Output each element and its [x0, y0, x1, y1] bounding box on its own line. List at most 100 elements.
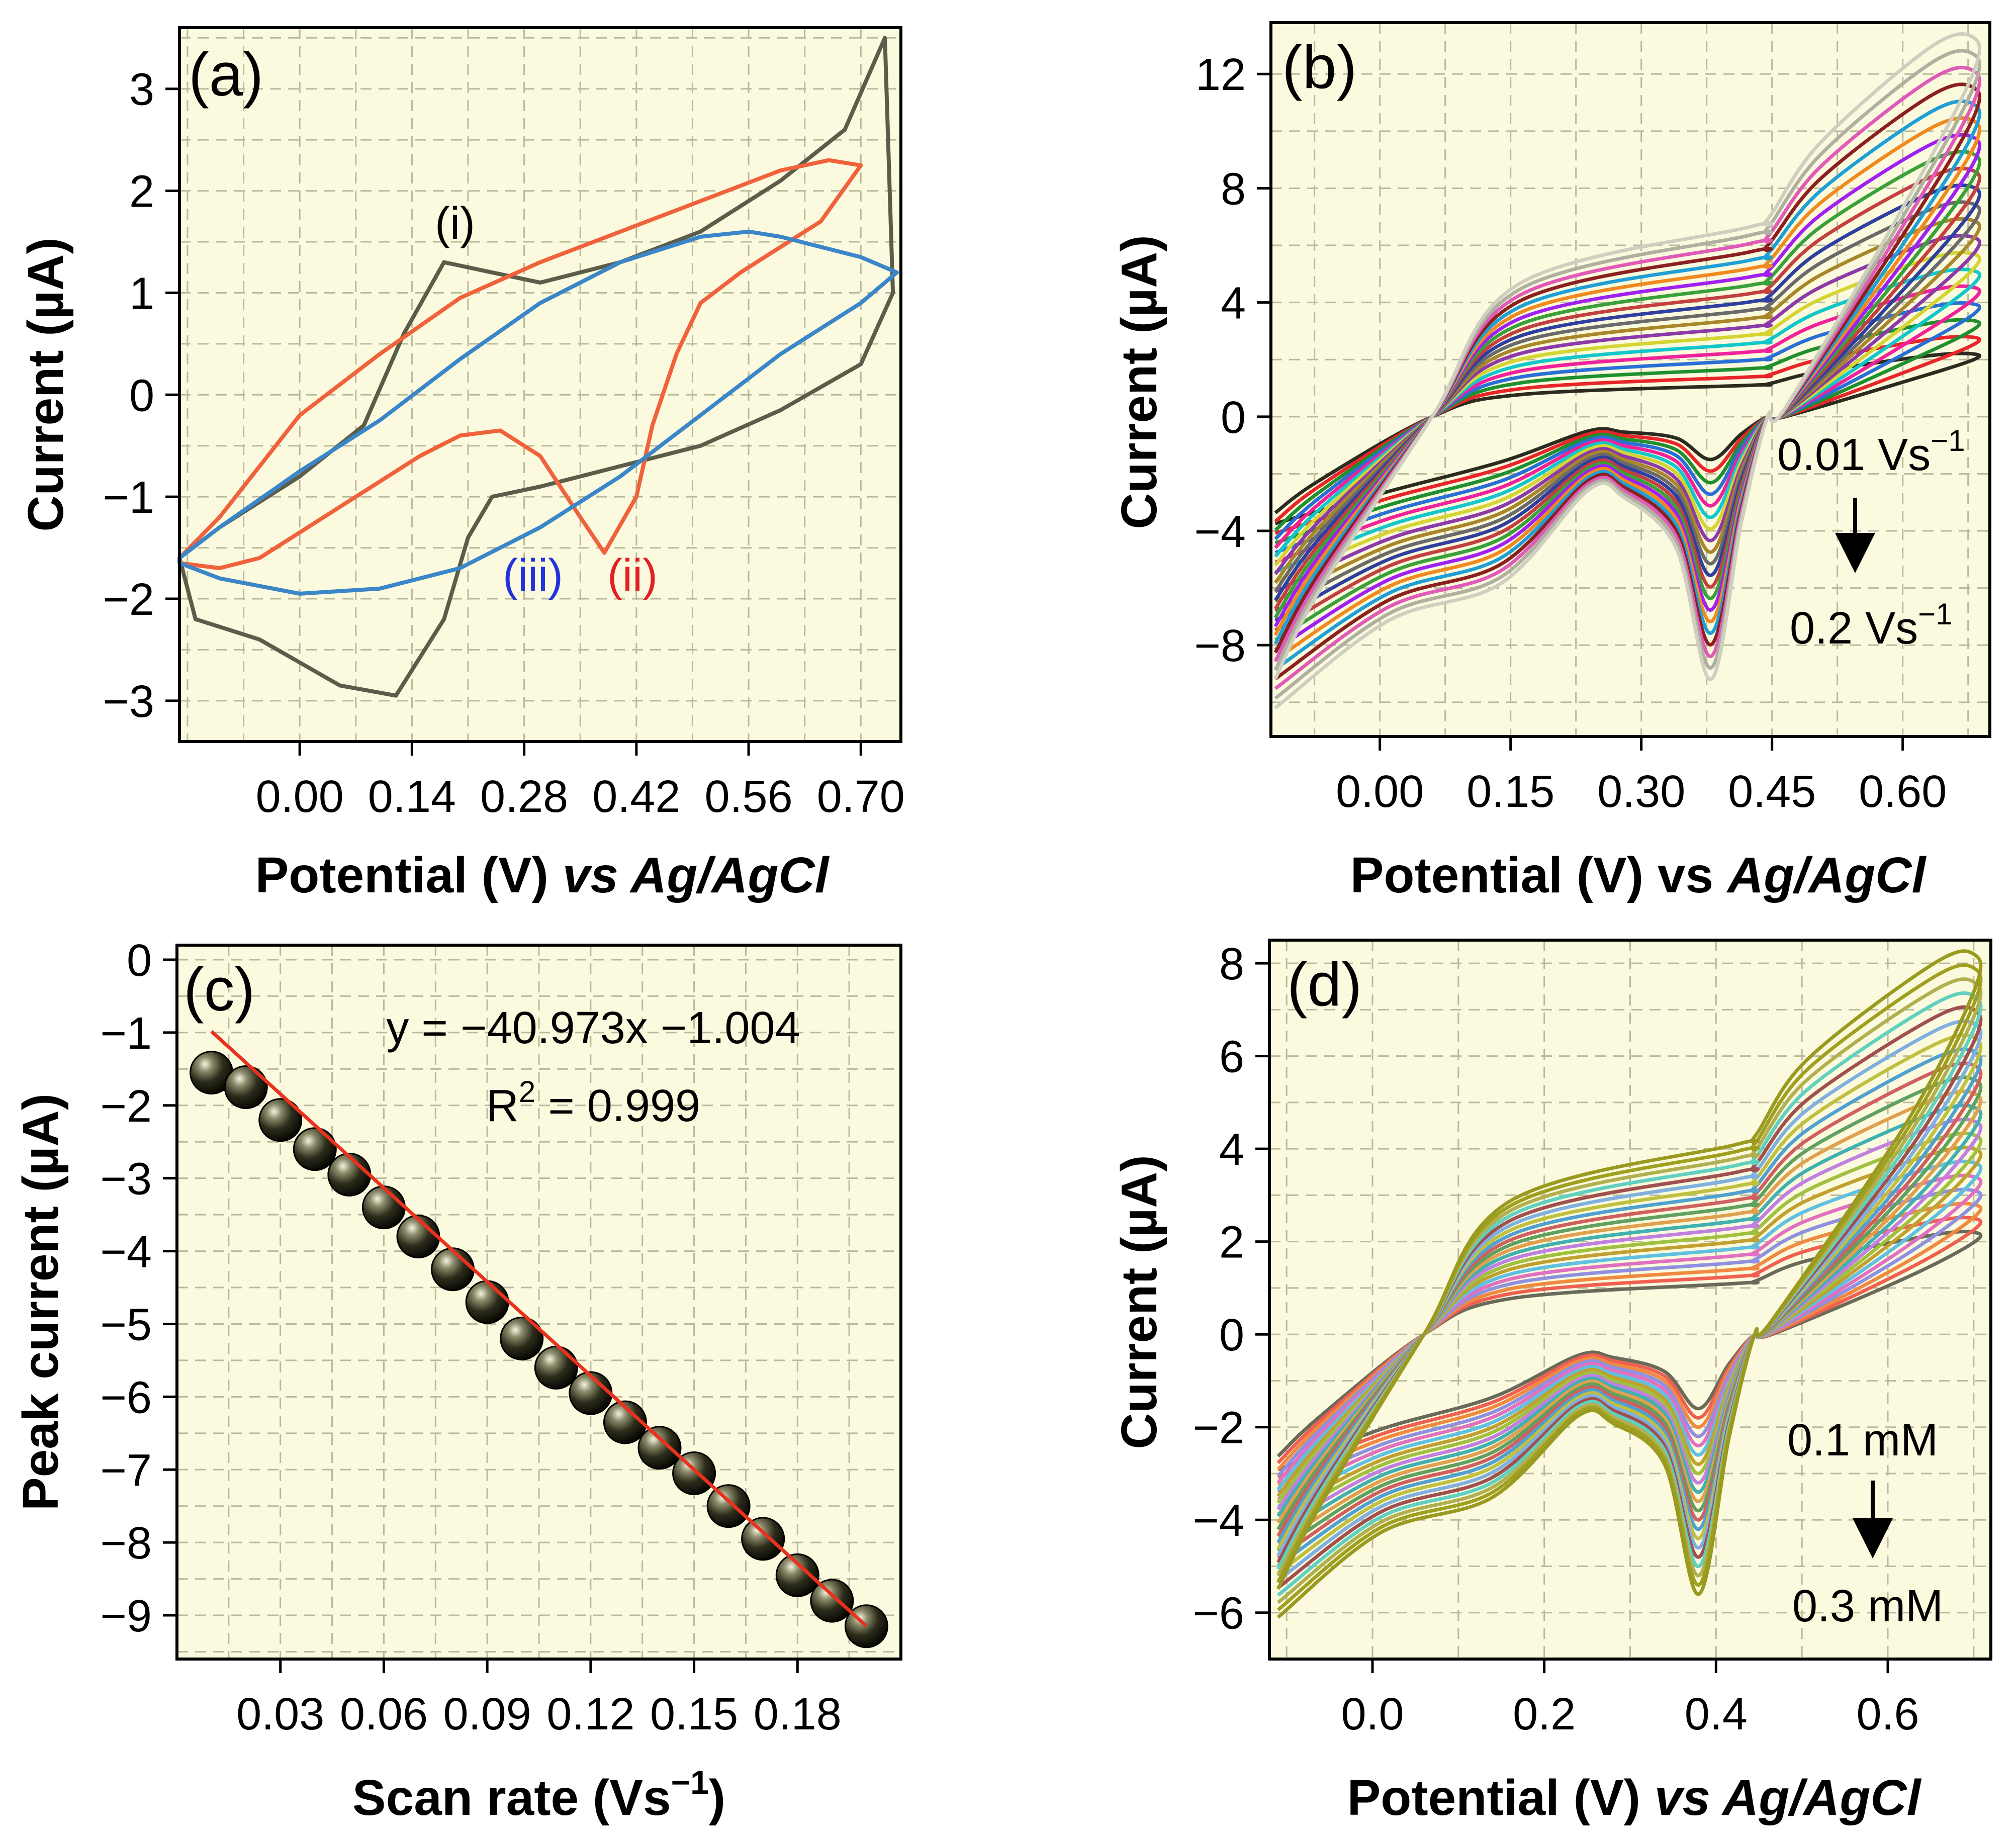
x-axis-label-c-close: ) [709, 1770, 725, 1826]
cv-curve-d-1 [1276, 1230, 1983, 1472]
annotation-conc-end: 0.3 mM [1792, 1581, 1943, 1631]
x-tick-label: 0.14 [368, 772, 456, 822]
y-tick-label: −3 [103, 677, 154, 727]
x-axis-label-b-mid: vs [1658, 847, 1713, 903]
panel-c: 0.03 0.06 0.09 0.12 0.15 0.18 0 −1 −2 −3 −4 −5 −6 −7 −… [13, 936, 902, 1826]
cv-curve-b-19 [1273, 49, 1981, 700]
x-tick-label: 0.06 [340, 1689, 428, 1739]
cv-curve-d-13 [1276, 1061, 1983, 1560]
cv-curve-d-9 [1276, 1117, 1983, 1530]
annotation-scan-start: 0.01 Vs−1 [1777, 424, 1965, 480]
grid-a [179, 28, 901, 742]
cv-curve-b-4 [1274, 301, 1981, 555]
plot-frame-a [178, 26, 902, 743]
data-point [741, 1517, 785, 1561]
y-tick-label: −4 [100, 1227, 152, 1277]
data-point [637, 1426, 682, 1470]
cv-curve-i [177, 36, 895, 698]
cv-curve-b-16 [1273, 99, 1982, 671]
x-axis-label-c: Scan rate (Vs−1) [352, 1764, 725, 1826]
x-tick-label: 0.60 [1859, 767, 1947, 817]
data-point [327, 1152, 372, 1197]
y-tick-label: 8 [1221, 164, 1246, 214]
data-point [810, 1579, 854, 1623]
x-axis-label-c-sup: −1 [671, 1764, 709, 1801]
data-point [258, 1098, 303, 1142]
x-axis-label-a-main: Potential (V) [255, 847, 548, 903]
y-tick-label: −7 [100, 1445, 152, 1496]
y-tick-label: −1 [100, 1008, 152, 1059]
data-point [224, 1065, 268, 1110]
annotation-scan-start-sup: −1 [1931, 424, 1965, 457]
panel-d: 0.0 0.2 0.4 0.6 −6 −4 −2 0 2 4 6 8 (d) 0.1 mM 0.3 m… [1111, 939, 1992, 1826]
cv-curve-d-19 [1276, 977, 1983, 1604]
annotation-curve-i: (i) [435, 199, 475, 249]
x-tick-label: 0.42 [592, 772, 680, 822]
data-point [569, 1371, 613, 1415]
panel-label-c: (c) [184, 955, 255, 1024]
fit-r-squared-sup: 2 [519, 1075, 535, 1109]
data-point [706, 1484, 751, 1528]
y-tick-label: 0 [127, 936, 152, 986]
x-tick-label: 0.12 [546, 1689, 634, 1739]
series-a [177, 36, 899, 698]
cv-curve-iii [177, 229, 899, 596]
y-tick-label: 0 [129, 371, 154, 421]
ticks-d: 0.0 0.2 0.4 0.6 −6 −4 −2 0 2 4 6 8 [1193, 939, 1919, 1739]
cv-curve-d-7 [1276, 1145, 1983, 1516]
plot-area-a [179, 28, 901, 742]
x-tick-label: 0.0 [1341, 1689, 1404, 1739]
cv-curve-b-12 [1273, 166, 1982, 632]
cv-curve-b-7 [1274, 250, 1981, 584]
y-tick-label: 2 [1219, 1218, 1244, 1268]
x-tick-label: 0.45 [1728, 767, 1816, 817]
cv-curve-d-8 [1276, 1131, 1983, 1523]
panel-label-b: (b) [1282, 33, 1357, 101]
fit-r-squared: R2 = 0.999 [486, 1075, 700, 1131]
cv-curve-d-20 [1276, 963, 1983, 1612]
cv-curve-b-18 [1273, 65, 1981, 690]
cv-curve-b-14 [1273, 133, 1982, 652]
y-tick-label: 0 [1221, 393, 1246, 443]
cv-curve-b-1 [1274, 351, 1981, 525]
y-tick-label: −1 [103, 473, 154, 523]
x-axis-label-b: Potential (V) vs Ag/AgCl [1350, 847, 1927, 903]
y-tick-label: −4 [1194, 507, 1246, 557]
cv-curve-d-14 [1276, 1047, 1983, 1568]
cv-curve-b-10 [1273, 200, 1982, 613]
y-tick-label: 2 [129, 167, 154, 217]
data-point [361, 1185, 406, 1230]
cv-curve-b-17 [1273, 82, 1981, 681]
annotation-curve-iii: (iii) [503, 550, 563, 601]
y-tick-label: −2 [1193, 1403, 1244, 1453]
y-tick-label: 1 [129, 268, 154, 319]
panel-label-a: (a) [189, 40, 263, 109]
y-tick-label: −6 [1193, 1589, 1244, 1639]
panel-label-d: (d) [1287, 950, 1362, 1019]
y-axis-label-c: Peak current (µA) [13, 1093, 69, 1511]
y-tick-label: 6 [1219, 1032, 1244, 1082]
data-point [500, 1316, 544, 1360]
y-tick-label: 8 [1219, 939, 1244, 989]
x-axis-label-d-suffix: vs Ag/AgCl [1655, 1770, 1922, 1826]
data-point [672, 1451, 716, 1496]
plot-frame-b [1269, 21, 1991, 738]
panel-b: 0.00 0.15 0.30 0.45 0.60 −8 −4 0 4 8 12 (b) 0.01 V… [1111, 21, 1991, 903]
fit-equation: y = −40.973x −1.004 [386, 1003, 800, 1053]
cv-curve-d-10 [1276, 1104, 1983, 1538]
y-axis-label-d: Current (µA) [1111, 1155, 1167, 1449]
y-tick-label: 4 [1221, 279, 1246, 329]
series-c [190, 1030, 888, 1648]
x-tick-label: 0.03 [236, 1689, 324, 1739]
plot-frame-c [175, 944, 902, 1661]
cv-curve-b-5 [1274, 284, 1981, 564]
x-tick-label: 0.6 [1856, 1689, 1919, 1739]
cv-curve-d-18 [1276, 991, 1983, 1597]
cv-curve-b-11 [1273, 183, 1982, 622]
cv-curve-d-2 [1276, 1216, 1983, 1479]
x-tick-label: 0.09 [443, 1689, 531, 1739]
data-point [775, 1553, 819, 1597]
cv-curve-d-5 [1276, 1173, 1983, 1501]
x-axis-label-a-suffix: vs Ag/AgCl [563, 847, 830, 903]
cv-curve-b-15 [1273, 116, 1982, 661]
